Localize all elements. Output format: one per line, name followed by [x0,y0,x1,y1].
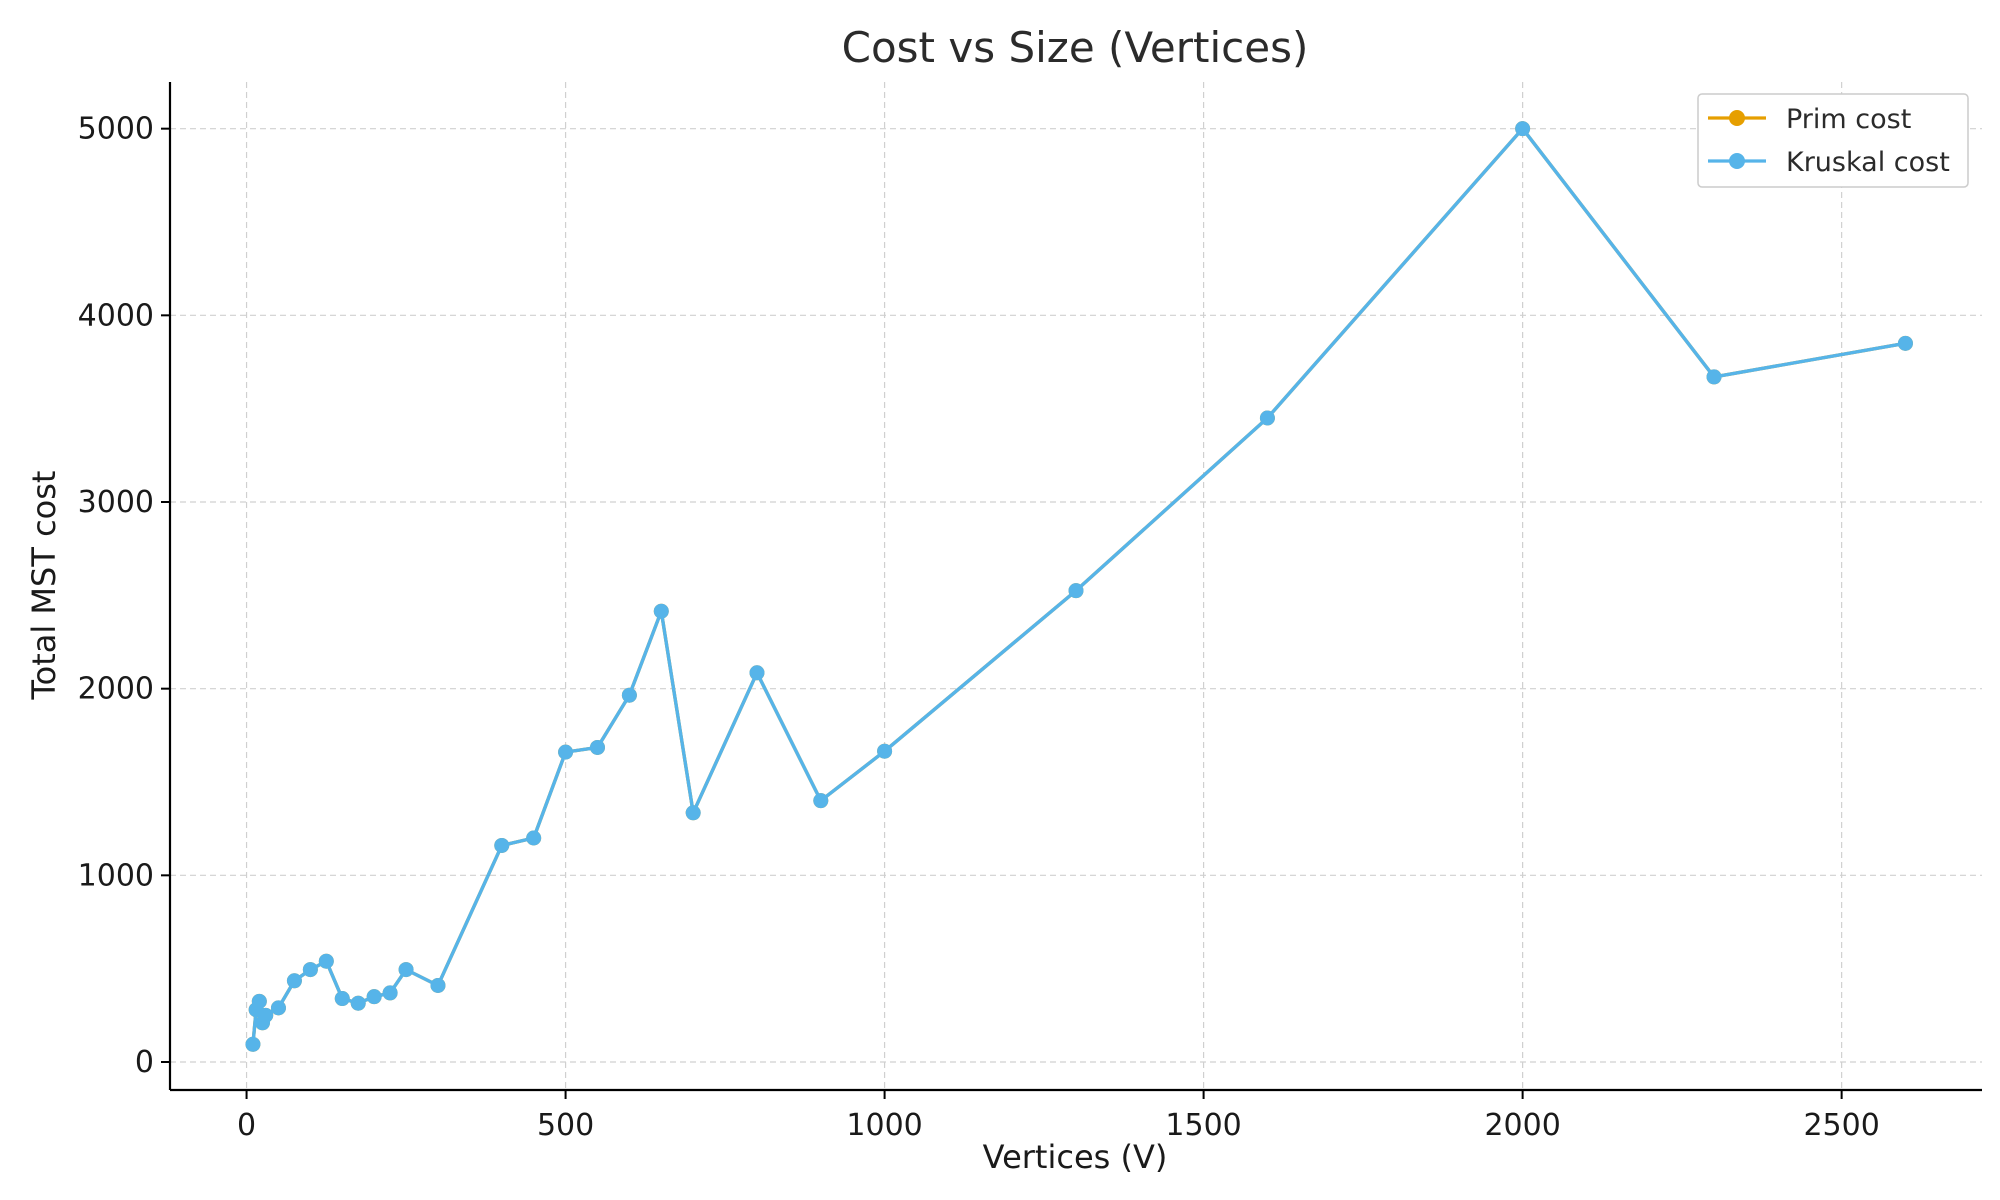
kruskal-cost-point [685,805,701,821]
y-tick-label: 0 [135,1045,154,1080]
kruskal-cost-point [621,687,637,703]
kruskal-cost-point [877,743,893,759]
y-tick-label: 3000 [78,485,154,520]
kruskal-cost-point [749,665,765,681]
kruskal-cost-point [1897,335,1913,351]
kruskal-cost-point [286,973,302,989]
x-tick-label: 2500 [1803,1108,1879,1143]
y-tick-label: 5000 [78,112,154,147]
legend: Prim cost Kruskal cost [1697,93,1969,188]
kruskal-cost-point [366,989,382,1005]
kruskal-cost-point [813,793,829,809]
chart-title: Cost vs Size (Vertices) [842,23,1309,72]
legend-swatch-kruskal-marker [1729,153,1745,169]
kruskal-cost-point [494,837,510,853]
grid-layer [170,82,1982,1090]
x-tick-label: 1000 [846,1108,922,1143]
kruskal-cost-point [398,962,414,978]
kruskal-cost-point [1068,583,1084,599]
y-tick-label: 1000 [78,858,154,893]
kruskal-cost-point [430,977,446,993]
kruskal-cost-point [245,1036,261,1052]
y-tick-label: 4000 [78,298,154,333]
kruskal-cost-series [245,121,1913,1052]
kruskal-cost-point [302,962,318,978]
kruskal-cost-point [1515,121,1531,137]
axes-layer [168,82,1982,1092]
kruskal-cost-point [1706,369,1722,385]
x-tick-label: 0 [237,1108,256,1143]
kruskal-cost-point [258,1007,274,1023]
kruskal-cost-point [653,603,669,619]
kruskal-cost-point [1259,410,1275,426]
y-tick-label: 2000 [78,672,154,707]
series-layer [245,121,1913,1052]
kruskal-cost-point [270,1000,286,1016]
kruskal-cost-point [382,985,398,1001]
kruskal-cost-point [526,830,542,846]
kruskal-cost-point [558,744,574,760]
kruskal-cost-point [350,995,366,1011]
legend-label-prim: Prim cost [1786,104,1911,135]
kruskal-cost-point [334,991,350,1007]
x-tick-label: 1500 [1165,1108,1241,1143]
x-tick-label: 500 [537,1108,594,1143]
legend-label-kruskal: Kruskal cost [1786,147,1950,178]
x-axis-title: Vertices (V) [983,1138,1168,1176]
ticks-layer: 0 500 1000 1500 2000 2500 0 1000 2000 3000 4000 500… [78,112,1880,1143]
legend-swatch-prim-marker [1729,110,1745,126]
kruskal-cost-point [251,993,267,1009]
kruskal-cost-point [318,953,334,969]
x-tick-label: 2000 [1484,1108,1560,1143]
y-axis-title: Total MST cost [25,471,63,701]
kruskal-cost-point [589,739,605,755]
